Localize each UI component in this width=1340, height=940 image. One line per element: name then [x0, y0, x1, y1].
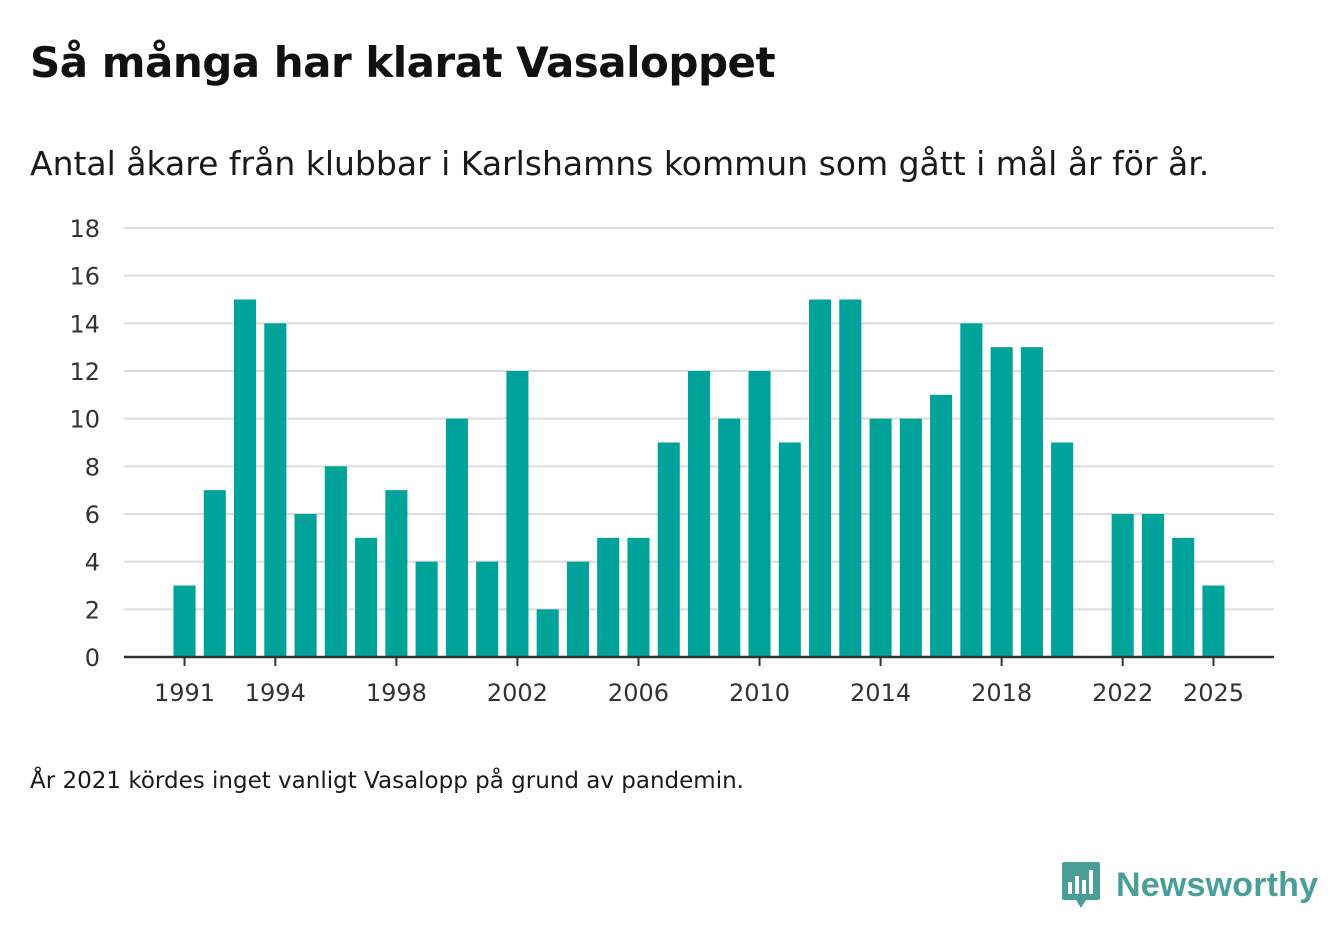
y-tick-label: 6 — [85, 501, 100, 529]
bar-2014 — [870, 419, 892, 657]
x-tick-label: 2018 — [971, 679, 1032, 707]
bar-2001 — [476, 562, 498, 657]
bar-2022 — [1112, 514, 1134, 657]
bar-1992 — [204, 490, 226, 657]
bar-2019 — [1021, 347, 1043, 657]
bar-2008 — [688, 371, 710, 657]
bar-2004 — [567, 562, 589, 657]
y-tick-label: 18 — [69, 215, 100, 243]
bar-1993 — [234, 300, 256, 658]
brand-logo: Newsworthy — [1060, 860, 1318, 910]
bar-1999 — [416, 562, 438, 657]
bar-1991 — [173, 586, 195, 658]
y-tick-label: 8 — [85, 453, 100, 481]
bar-2025 — [1202, 586, 1224, 658]
bar-2005 — [597, 538, 619, 657]
bar-1996 — [325, 466, 347, 657]
bar-chart: 0 2 4 6 8 10 12 14 16 18 1991 1994 1998 2002 2006 2010 2… — [0, 200, 1340, 720]
y-tick-label: 14 — [69, 310, 100, 338]
footnote: År 2021 kördes inget vanligt Vasalopp på… — [30, 768, 744, 794]
bar-2024 — [1172, 538, 1194, 657]
bar-2009 — [718, 419, 740, 657]
bar-2012 — [809, 300, 831, 658]
x-tick-label: 2006 — [608, 679, 669, 707]
bar-1994 — [264, 323, 286, 657]
x-tick-label: 2022 — [1092, 679, 1153, 707]
y-tick-label: 4 — [85, 549, 100, 577]
bar-2016 — [930, 395, 952, 657]
bar-2017 — [960, 323, 982, 657]
bar-2002 — [506, 371, 528, 657]
x-tick-label: 1998 — [366, 679, 427, 707]
x-tick-label: 2002 — [487, 679, 548, 707]
x-tick-label: 2014 — [850, 679, 911, 707]
y-tick-label: 12 — [69, 358, 100, 386]
brand-name: Newsworthy — [1116, 866, 1318, 905]
bar-2006 — [627, 538, 649, 657]
bar-2007 — [658, 443, 680, 658]
newsworthy-logo-icon — [1060, 860, 1102, 910]
bar-2015 — [900, 419, 922, 657]
x-tick-label: 1994 — [245, 679, 306, 707]
bar-2023 — [1142, 514, 1164, 657]
bar-2018 — [991, 347, 1013, 657]
bar-2020 — [1051, 443, 1073, 658]
bar-2010 — [748, 371, 770, 657]
bar-2013 — [839, 300, 861, 658]
y-tick-label: 2 — [85, 596, 100, 624]
chart-subtitle: Antal åkare från klubbar i Karlshamns ko… — [30, 144, 1209, 183]
bar-1995 — [295, 514, 317, 657]
bar-1997 — [355, 538, 377, 657]
y-tick-label: 0 — [85, 644, 100, 672]
x-tick-label: 2025 — [1183, 679, 1244, 707]
x-tick-label: 1991 — [154, 679, 215, 707]
chart-title: Så många har klarat Vasaloppet — [30, 38, 775, 87]
x-tick-label: 2010 — [729, 679, 790, 707]
bar-2000 — [446, 419, 468, 657]
y-tick-label: 10 — [69, 406, 100, 434]
bar-1998 — [385, 490, 407, 657]
bar-2011 — [779, 443, 801, 658]
y-tick-label: 16 — [69, 263, 100, 291]
bar-2003 — [537, 609, 559, 657]
bars — [173, 300, 1224, 658]
